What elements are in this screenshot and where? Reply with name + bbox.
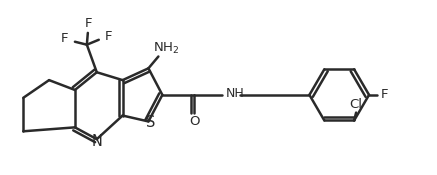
- Text: Cl: Cl: [350, 98, 363, 111]
- Text: F: F: [381, 88, 388, 101]
- Text: O: O: [189, 115, 199, 128]
- Text: NH$_2$: NH$_2$: [153, 41, 180, 56]
- Text: S: S: [146, 115, 155, 130]
- Text: N: N: [91, 134, 102, 149]
- Text: F: F: [61, 32, 69, 45]
- Text: NH: NH: [226, 87, 245, 100]
- Text: F: F: [85, 17, 93, 30]
- Text: F: F: [105, 30, 112, 43]
